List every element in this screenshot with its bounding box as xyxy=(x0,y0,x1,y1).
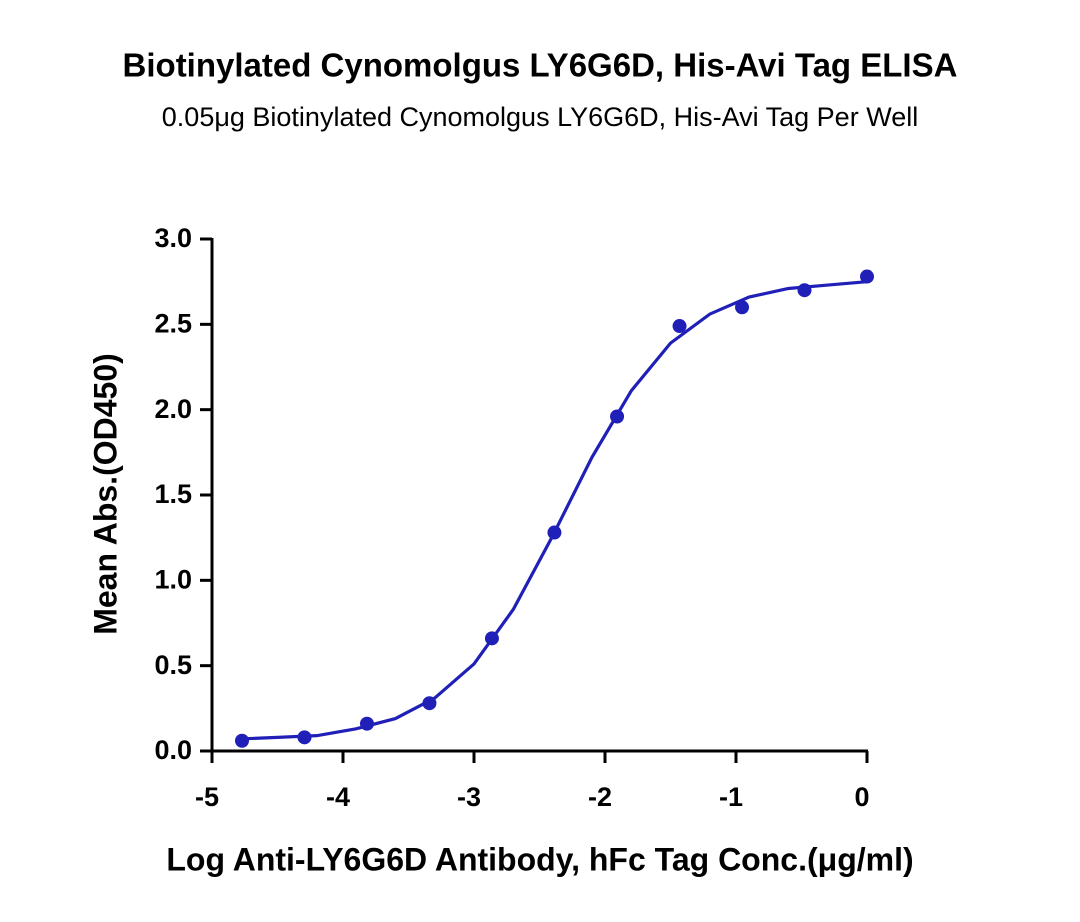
x-tick-label: -1 xyxy=(719,782,743,812)
data-point xyxy=(860,269,874,284)
y-tick-label: 0.5 xyxy=(154,650,192,680)
data-point xyxy=(672,319,687,334)
y-tick-label: 2.0 xyxy=(154,394,192,424)
data-point xyxy=(234,733,249,748)
fit-curve xyxy=(238,280,868,741)
x-tick-label: -2 xyxy=(588,782,612,812)
x-tick-label: -3 xyxy=(457,782,481,812)
x-tick-label: -4 xyxy=(326,782,350,812)
chart-title: Biotinylated Cynomolgus LY6G6D, His-Avi … xyxy=(123,47,958,84)
y-tick-label: 1.5 xyxy=(154,479,192,509)
x-tick-label: -5 xyxy=(195,782,219,812)
y-tick-label: 1.0 xyxy=(154,564,192,594)
chart-subtitle: 0.05μg Biotinylated Cynomolgus LY6G6D, H… xyxy=(162,102,918,132)
x-tick-label: 0 xyxy=(854,782,869,812)
y-axis-title: Mean Abs.(OD450) xyxy=(87,353,123,635)
y-tick-label: 0.0 xyxy=(154,735,192,765)
data-point xyxy=(735,300,750,315)
x-axis-title: Log Anti-LY6G6D Antibody, hFc Tag Conc.(… xyxy=(166,841,913,877)
y-tick-label: 3.0 xyxy=(154,223,192,253)
y-tick-label: 2.5 xyxy=(154,308,192,338)
